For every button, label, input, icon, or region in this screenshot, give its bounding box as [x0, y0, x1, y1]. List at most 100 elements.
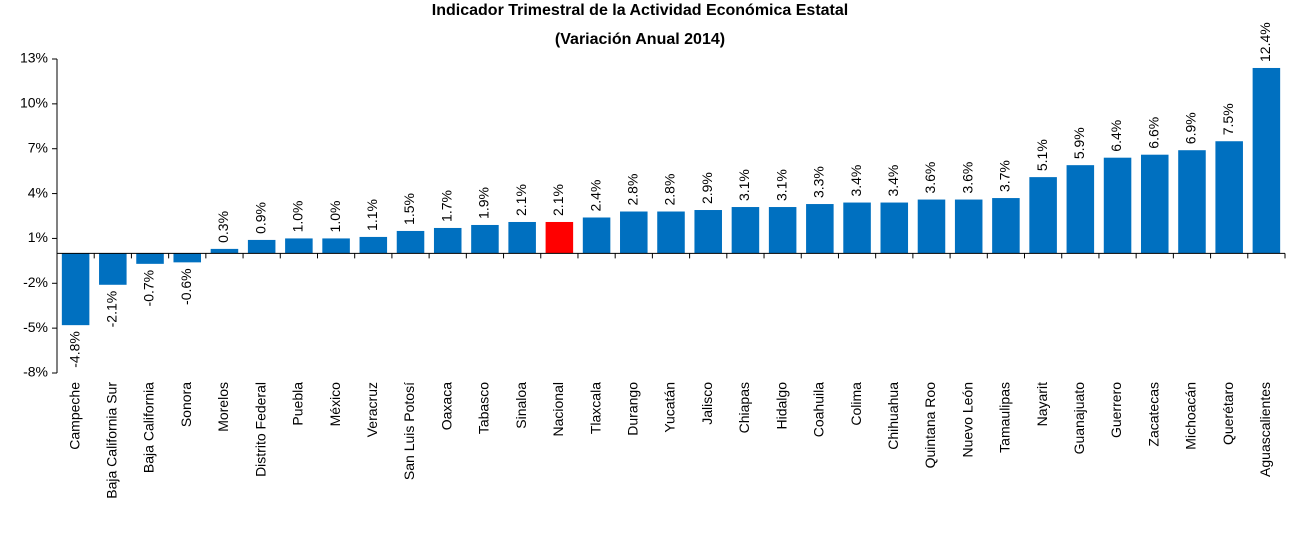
x-tick-label: Quintana Roo	[922, 382, 938, 469]
bar	[620, 211, 648, 254]
value-label: 1.1%	[364, 199, 380, 231]
value-label: 3.3%	[811, 166, 827, 198]
bar	[322, 238, 350, 254]
bar	[731, 207, 760, 254]
x-tick-label: Coahuila	[811, 382, 827, 437]
x-tick-label: Nuevo León	[959, 382, 975, 458]
y-tick-label: 4%	[28, 184, 48, 200]
bar	[61, 253, 90, 326]
value-label: -4.8%	[66, 331, 82, 368]
x-tick-label: Morelos	[215, 382, 231, 432]
value-label: 6.6%	[1145, 117, 1161, 149]
value-label: 2.4%	[587, 180, 603, 212]
value-label: 3.4%	[848, 165, 864, 197]
value-label: 5.1%	[1034, 139, 1050, 171]
x-tick-label: Distrito Federal	[252, 382, 268, 477]
x-tick-label: Baja California Sur	[104, 382, 120, 499]
value-label: 3.6%	[922, 162, 938, 194]
value-label: -0.6%	[178, 268, 194, 305]
x-tick-label: Chiapas	[736, 382, 752, 433]
bar	[806, 204, 834, 254]
bar	[694, 210, 722, 254]
y-tick-label: 1%	[28, 229, 48, 245]
bar	[582, 217, 611, 254]
x-tick-label: Baja California	[141, 382, 157, 473]
value-label: 2.8%	[662, 174, 678, 206]
value-label: 2.1%	[550, 184, 566, 216]
x-tick-label: Oaxaca	[438, 382, 454, 430]
bar	[917, 199, 946, 254]
value-label: 1.5%	[401, 193, 417, 225]
value-label: 5.9%	[1071, 127, 1087, 159]
y-tick-label: -5%	[23, 319, 48, 335]
x-tick-label: Guerrero	[1108, 382, 1124, 438]
value-label: 1.0%	[290, 201, 306, 233]
bar	[1103, 157, 1132, 254]
x-tick-label: Tabasco	[476, 382, 492, 434]
x-tick-label: Zacatecas	[1145, 382, 1161, 447]
bar	[285, 238, 313, 254]
value-label: 1.0%	[327, 201, 343, 233]
bar	[433, 227, 462, 254]
bar	[1252, 67, 1281, 254]
bar	[954, 199, 983, 254]
x-tick-label: Durango	[624, 382, 640, 436]
x-tick-label: Michoacán	[1183, 382, 1199, 450]
bar	[992, 198, 1020, 254]
bar	[545, 221, 574, 254]
value-label: 3.4%	[885, 165, 901, 197]
bar	[880, 202, 909, 254]
x-tick-label: Veracruz	[364, 382, 380, 437]
bar	[210, 248, 239, 254]
y-tick-label: 7%	[28, 139, 48, 155]
value-label: 0.9%	[252, 202, 268, 234]
bar	[1029, 177, 1057, 254]
bar	[1140, 154, 1169, 254]
bar	[359, 236, 388, 254]
value-label: 3.6%	[959, 162, 975, 194]
value-label: 6.4%	[1108, 120, 1124, 152]
x-tick-label: Hidalgo	[773, 382, 789, 430]
y-tick-label: -2%	[23, 274, 48, 290]
value-label: 3.1%	[773, 169, 789, 201]
value-label: 12.4%	[1257, 22, 1273, 62]
value-label: 0.3%	[215, 211, 231, 243]
x-tick-label: Nacional	[550, 382, 566, 436]
y-tick-label: -8%	[23, 364, 48, 380]
x-tick-label: Sonora	[178, 382, 194, 427]
x-tick-label: Querétaro	[1220, 382, 1236, 445]
chart-subtitle: (Variación Anual 2014)	[555, 31, 725, 48]
value-label: 7.5%	[1220, 103, 1236, 135]
value-label: 2.8%	[624, 174, 640, 206]
value-label: -2.1%	[104, 291, 120, 328]
bar	[173, 253, 202, 263]
value-label: 3.1%	[736, 169, 752, 201]
x-tick-label: Campeche	[66, 382, 82, 450]
x-tick-label: San Luis Potosí	[401, 382, 417, 480]
x-tick-label: México	[327, 382, 343, 427]
x-tick-label: Aguascalientes	[1257, 382, 1273, 477]
bar	[508, 221, 536, 254]
value-label: 6.9%	[1183, 112, 1199, 144]
bar	[247, 239, 276, 254]
value-label: -0.7%	[141, 270, 157, 307]
value-label: 3.7%	[997, 160, 1013, 192]
bar	[1066, 165, 1095, 254]
x-tick-label: Chihuahua	[885, 382, 901, 450]
x-tick-label: Nayarit	[1034, 382, 1050, 426]
y-tick-label: 13%	[20, 50, 48, 66]
x-tick-label: Guanajuato	[1071, 382, 1087, 455]
bar	[843, 202, 871, 254]
x-tick-label: Yucatán	[662, 382, 678, 433]
x-tick-label: Tamaulipas	[997, 382, 1013, 453]
bar	[471, 224, 499, 254]
value-label: 2.1%	[513, 184, 529, 216]
value-label: 1.9%	[476, 187, 492, 219]
x-tick-label: Sinaloa	[513, 382, 529, 429]
x-tick-label: Puebla	[290, 382, 306, 426]
bar	[657, 211, 685, 254]
bar	[99, 253, 127, 285]
bar	[768, 207, 797, 254]
x-tick-label: Jalisco	[699, 382, 715, 425]
